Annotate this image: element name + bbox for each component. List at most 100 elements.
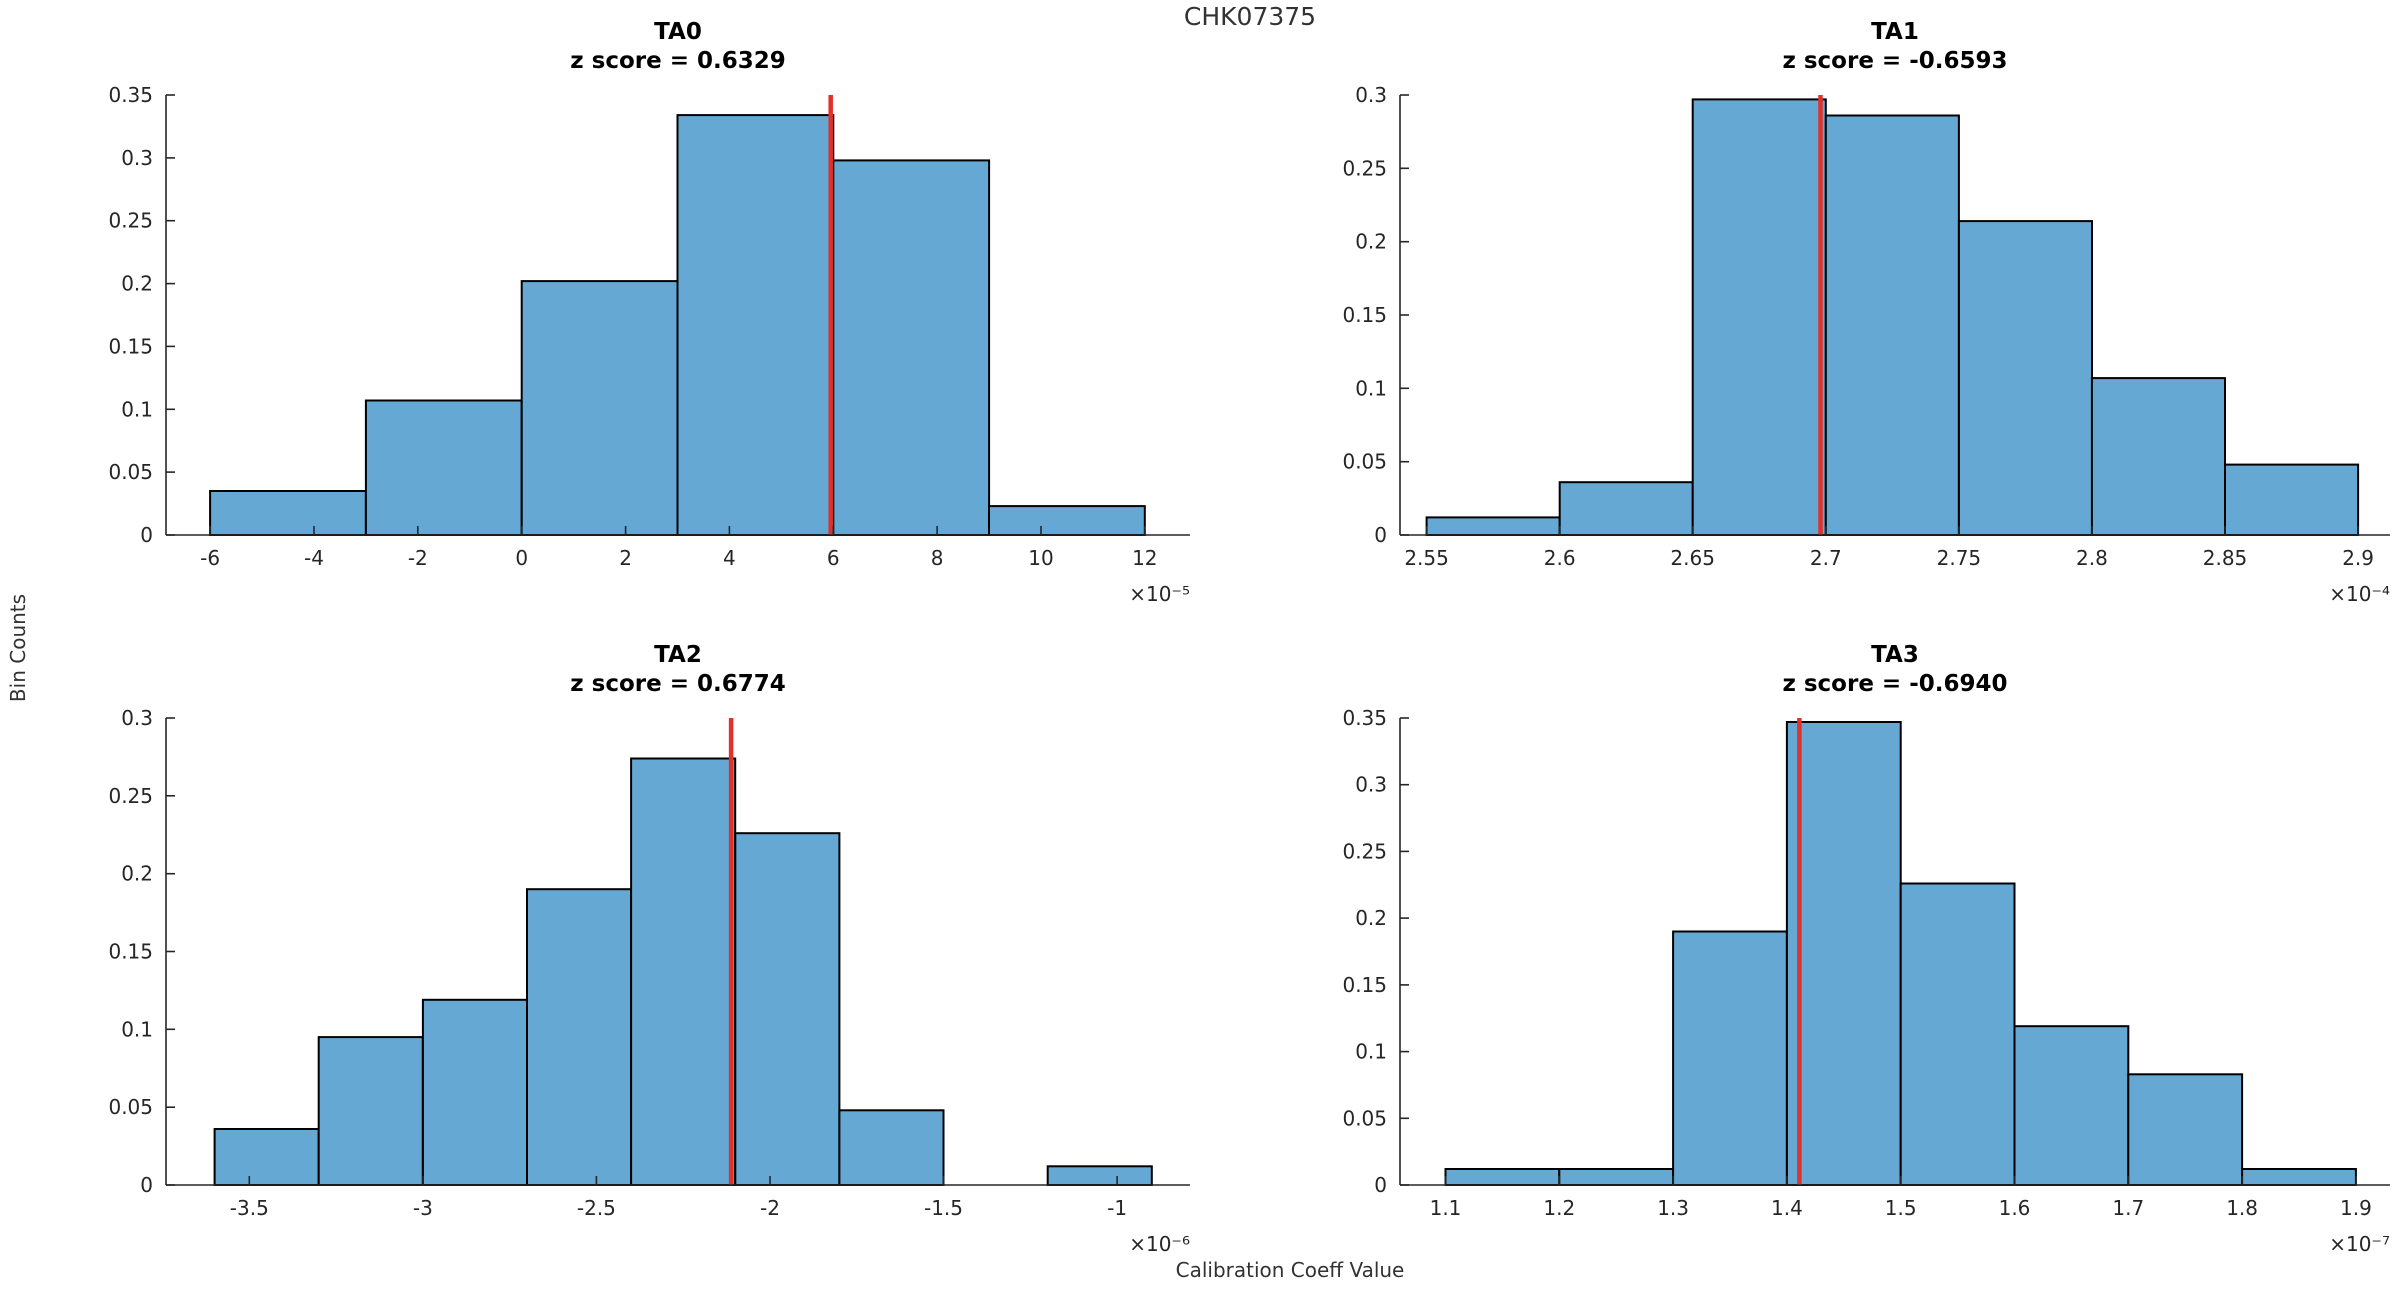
histogram-bar bbox=[1558, 481, 1694, 537]
y-tick-label: 0.15 bbox=[1342, 303, 1387, 327]
histogram-bar bbox=[1672, 930, 1788, 1186]
y-tick-label: 0 bbox=[140, 1173, 153, 1197]
y-tick-label: 0.05 bbox=[1342, 1106, 1387, 1130]
subplot-ta2: -3.5 -3 -2.5 -2 -1.5 -1 0 0.05 0.1 0.15 0.2 0.25 0.3… bbox=[108, 642, 1190, 1256]
x-tick-label: 6 bbox=[827, 546, 840, 570]
histogram-bar bbox=[630, 757, 737, 1186]
y-tick-label: 0.35 bbox=[1342, 706, 1387, 730]
histogram-bar bbox=[734, 832, 841, 1186]
subplot-title: TA2 bbox=[654, 642, 702, 668]
x-tick-label: -1 bbox=[1107, 1196, 1127, 1220]
y-tick-label: 0.05 bbox=[108, 460, 153, 484]
z-score-label: z score = -0.6940 bbox=[1782, 671, 2007, 697]
subplot-title: TA0 bbox=[654, 19, 702, 45]
x-tick-label: 4 bbox=[723, 546, 736, 570]
x-tick-label: 10 bbox=[1028, 546, 1053, 570]
histogram-bar bbox=[1558, 1168, 1675, 1186]
y-tick-label: 0.1 bbox=[1355, 1040, 1387, 1064]
y-tick-label: 0.25 bbox=[1342, 839, 1387, 863]
histogram-bar bbox=[1899, 882, 2016, 1186]
x-tick-label: 8 bbox=[931, 546, 944, 570]
x-tick-label: -6 bbox=[200, 546, 220, 570]
z-score-label: z score = -0.6593 bbox=[1782, 48, 2007, 74]
y-tick-label: 0 bbox=[140, 523, 153, 547]
x-tick-label: 1.8 bbox=[2226, 1196, 2258, 1220]
x-tick-label: 1.9 bbox=[2340, 1196, 2372, 1220]
x-tick-label: -2 bbox=[760, 1196, 780, 1220]
y-tick-label: 0.05 bbox=[108, 1095, 153, 1119]
x-tick-label: 1.3 bbox=[1657, 1196, 1689, 1220]
x-tick-label: 1.7 bbox=[2112, 1196, 2144, 1220]
x-tick-label: 1.4 bbox=[1771, 1196, 1803, 1220]
histogram-bar bbox=[209, 490, 367, 536]
x-tick-label: 1.6 bbox=[1999, 1196, 2031, 1220]
axis-exponent-label: ×10⁻⁴ bbox=[2329, 582, 2390, 606]
y-tick-label: 0.15 bbox=[1342, 973, 1387, 997]
subplot-ta3: 1.1 1.2 1.3 1.4 1.5 1.6 1.7 1.8 1.9 0 0.05 0.1 0.15 0… bbox=[1342, 642, 2390, 1256]
x-tick-label: 1.2 bbox=[1543, 1196, 1575, 1220]
y-tick-label: 0.15 bbox=[108, 334, 153, 358]
y-tick-label: 0.35 bbox=[108, 83, 153, 107]
y-tick-label: 0.25 bbox=[1342, 156, 1387, 180]
histogram-bar bbox=[676, 114, 835, 536]
axis-exponent-label: ×10⁻⁶ bbox=[1129, 1232, 1190, 1256]
subplot-ta0: -6 -4 -2 0 2 4 6 8 10 12 0 0.05 0.1 0.15 0.2 0.25 0.3 0.3… bbox=[108, 19, 1190, 606]
y-tick-label: 0.1 bbox=[1355, 376, 1387, 400]
histogram-bar bbox=[1824, 114, 1960, 536]
histogram-bar bbox=[526, 888, 633, 1186]
histogram-bar bbox=[988, 505, 1146, 537]
histogram-bar bbox=[317, 1036, 424, 1186]
x-tick-label: 2.7 bbox=[1810, 546, 1842, 570]
y-tick-label: 0.15 bbox=[108, 940, 153, 964]
subplot-ta1: 2.55 2.6 2.65 2.7 2.75 2.8 2.85 2.9 0 0.05 0.1 0.15… bbox=[1342, 19, 2390, 606]
x-tick-label: 2.8 bbox=[2076, 546, 2108, 570]
histogram-bar bbox=[213, 1128, 320, 1186]
histogram-bar bbox=[1046, 1165, 1153, 1187]
y-tick-label: 0.1 bbox=[121, 1017, 153, 1041]
x-tick-label: 2.75 bbox=[1937, 546, 1982, 570]
subplot-title: TA1 bbox=[1871, 19, 1919, 45]
z-score-label: z score = 0.6329 bbox=[570, 48, 786, 74]
x-tick-label: 1.5 bbox=[1885, 1196, 1917, 1220]
x-tick-label: 2.85 bbox=[2203, 546, 2248, 570]
axis-exponent-label: ×10⁻⁷ bbox=[2329, 1232, 2390, 1256]
histogram-bar bbox=[832, 159, 991, 536]
subplot-title: TA3 bbox=[1871, 642, 1919, 668]
y-tick-label: 0.05 bbox=[1342, 450, 1387, 474]
histogram-bar bbox=[1785, 721, 1902, 1186]
y-tick-label: 0.2 bbox=[121, 272, 153, 296]
y-tick-label: 0 bbox=[1374, 1173, 1387, 1197]
y-tick-label: 0 bbox=[1374, 523, 1387, 547]
x-tick-label: -2 bbox=[408, 546, 428, 570]
histogram-bar bbox=[838, 1109, 945, 1187]
y-tick-label: 0.3 bbox=[1355, 83, 1387, 107]
histogram-bar bbox=[1957, 220, 2094, 536]
x-tick-label: 2.65 bbox=[1670, 546, 1715, 570]
y-tick-label: 0.2 bbox=[1355, 906, 1387, 930]
histogram-bar bbox=[364, 399, 523, 536]
y-tick-label: 0.2 bbox=[1355, 230, 1387, 254]
histogram-bar bbox=[520, 280, 679, 536]
x-tick-label: -3.5 bbox=[230, 1196, 269, 1220]
y-tick-label: 0.3 bbox=[1355, 773, 1387, 797]
x-tick-label: 2 bbox=[619, 546, 632, 570]
x-tick-label: 1.1 bbox=[1430, 1196, 1462, 1220]
x-tick-label: 0 bbox=[515, 546, 528, 570]
histogram-bar bbox=[1425, 516, 1561, 537]
y-tick-label: 0.3 bbox=[121, 706, 153, 730]
x-tick-label: -2.5 bbox=[577, 1196, 616, 1220]
histogram-bar bbox=[2090, 377, 2226, 536]
x-tick-label: -4 bbox=[304, 546, 324, 570]
histogram-bar bbox=[2013, 1025, 2130, 1186]
y-tick-label: 0.25 bbox=[108, 209, 153, 233]
histogram-bar bbox=[2241, 1168, 2357, 1186]
y-axis-label: Bin Counts bbox=[6, 593, 30, 703]
x-tick-label: -1.5 bbox=[924, 1196, 963, 1220]
x-axis-label: Calibration Coeff Value bbox=[1175, 1258, 1405, 1282]
y-tick-label: 0.1 bbox=[121, 397, 153, 421]
figure-title: CHK07375 bbox=[1183, 2, 1317, 31]
axis-exponent-label: ×10⁻⁵ bbox=[1129, 582, 1190, 606]
x-tick-label: 12 bbox=[1132, 546, 1157, 570]
